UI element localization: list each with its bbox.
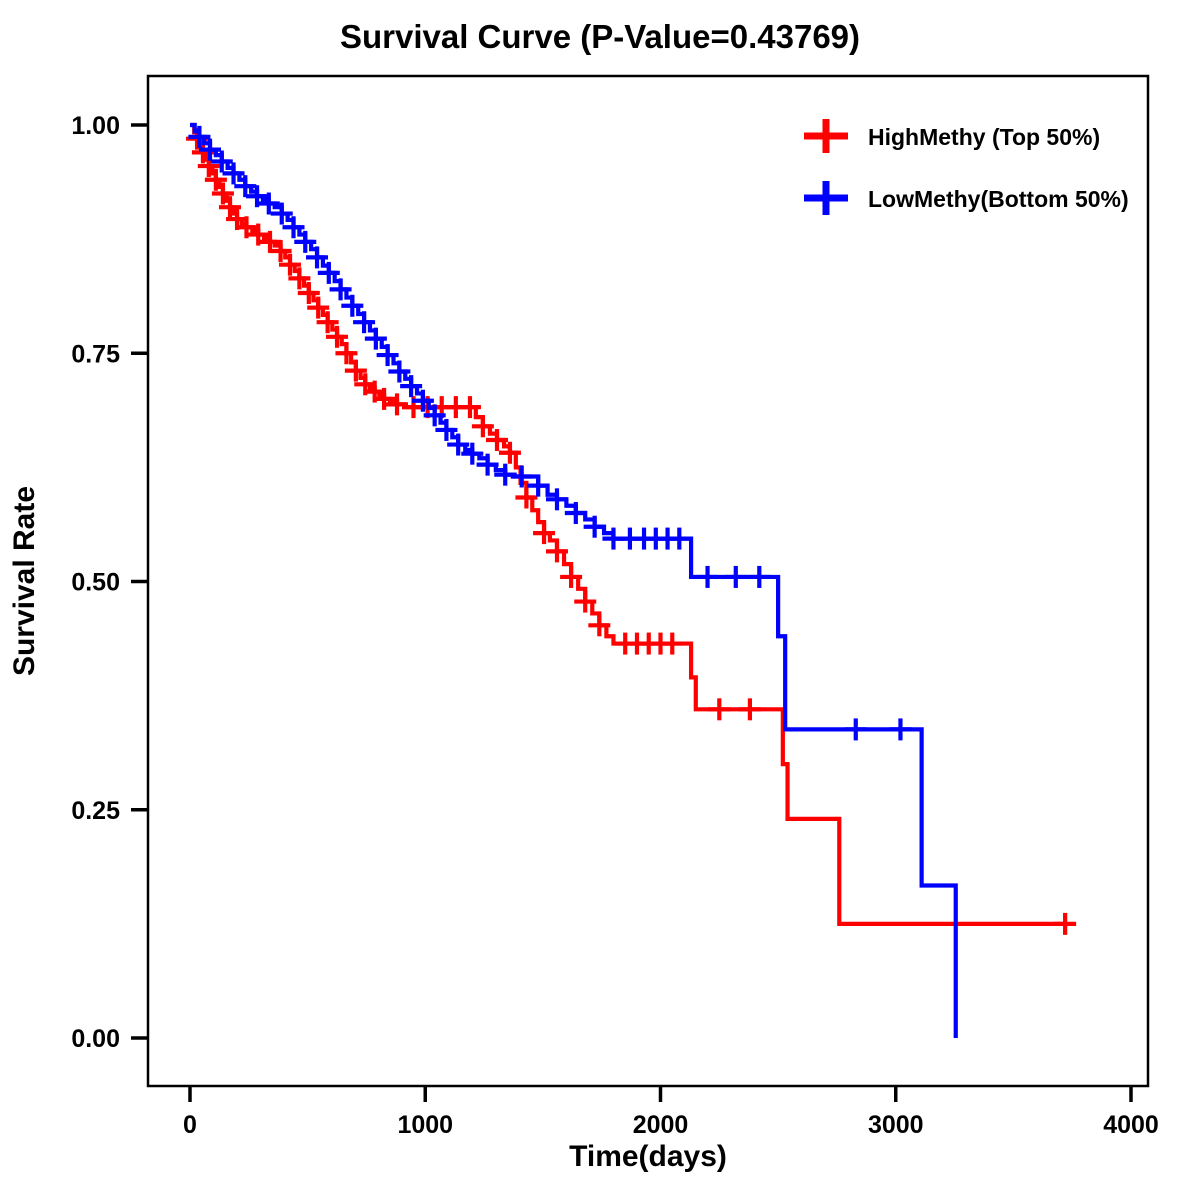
x-tick-label: 3000: [868, 1111, 924, 1139]
survival-step-line: [190, 122, 1066, 926]
series-layer: [186, 122, 1077, 1038]
y-tick-label: 0.00: [71, 1025, 120, 1053]
y-axis-title: Survival Rate: [8, 486, 41, 676]
x-tick-label: 1000: [397, 1111, 453, 1139]
legend-label: HighMethy (Top 50%): [868, 124, 1100, 150]
x-axis-title: Time(days): [569, 1140, 727, 1173]
chart-legend[interactable]: HighMethy (Top 50%) LowMethy(Bottom 50%): [804, 119, 1129, 215]
x-tick-label: 0: [183, 1111, 197, 1139]
legend-label: LowMethy(Bottom 50%): [868, 186, 1129, 212]
legend-item-low-methy[interactable]: LowMethy(Bottom 50%): [804, 181, 1129, 215]
series-high-methy: [186, 122, 1077, 935]
y-tick-label: 0.50: [71, 569, 120, 597]
x-tick-label: 4000: [1103, 1111, 1159, 1139]
x-tick-label: 2000: [633, 1111, 689, 1139]
page-title: Survival Curve (P-Value=0.43769): [339, 18, 861, 55]
x-axis-ticks: 0 1000 2000 3000 4000: [183, 1086, 1159, 1139]
y-tick-label: 0.75: [71, 340, 120, 368]
y-tick-label: 1.00: [71, 112, 120, 140]
series-low-methy: [188, 122, 958, 1038]
legend-item-high-methy[interactable]: HighMethy (Top 50%): [804, 119, 1100, 153]
y-axis-ticks: 0.00 0.25 0.50 0.75 1.00: [71, 112, 148, 1053]
y-tick-label: 0.25: [71, 797, 120, 825]
